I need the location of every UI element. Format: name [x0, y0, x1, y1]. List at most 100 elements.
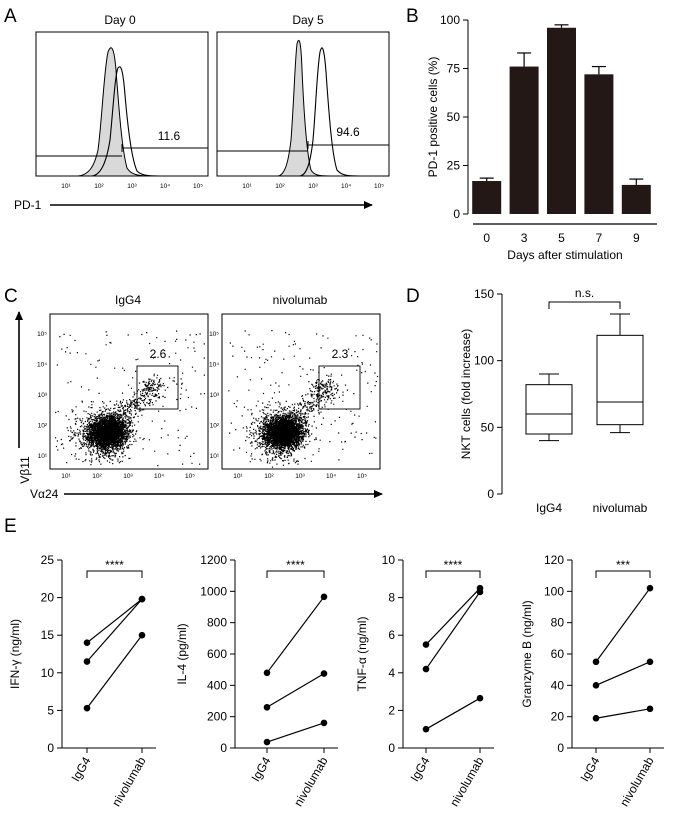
hist-tick-label: 10⁵ [374, 183, 384, 190]
y-tick-label: 2 [388, 703, 395, 717]
x-tick-label: nivolumab [109, 754, 149, 809]
box [525, 384, 573, 435]
y-tick-label: 10 [382, 553, 396, 567]
y-tick-label: 8 [388, 591, 395, 605]
significance-label: **** [286, 558, 305, 572]
paired-line [425, 587, 481, 646]
panel-letter-e: E [4, 516, 17, 537]
y-axis-label: PD-1 positive cells (%) [426, 57, 440, 178]
data-point-igg4 [592, 658, 600, 666]
gate-value-day0: 11.6 [158, 129, 181, 143]
data-point-nivolumab [646, 658, 654, 666]
significance-bracket [425, 570, 481, 578]
dot-x-tick-label: 10² [264, 473, 274, 480]
data-point-igg4 [592, 714, 600, 722]
hist-tick-label: 10⁵ [193, 183, 203, 190]
paired-line [266, 673, 325, 708]
panel-a: Day 0 Day 5 11.6 94.6 10¹ 10² 10³ 10⁴ 10⁵ 10¹… [14, 13, 390, 212]
data-point-igg4 [263, 703, 271, 711]
hist-tick-label: 10⁴ [160, 183, 170, 190]
data-point-igg4 [592, 682, 600, 689]
x-axis-label: Days after stimulation [507, 248, 622, 262]
dot-scatter [228, 330, 379, 468]
y-tick-label: 0 [388, 741, 395, 755]
y-tick-label: 800 [207, 616, 227, 630]
dot-y-tick-label: 10⁴ [209, 362, 219, 369]
y-tick-label: 150 [474, 287, 494, 301]
x-tick-label: IgG4 [536, 501, 562, 515]
y-tick-label: 400 [207, 678, 227, 692]
data-point-igg4 [422, 641, 430, 648]
axis-label-vb11: Vβ11 [18, 456, 32, 484]
hist-tick-label: 10⁴ [341, 183, 351, 190]
significance-label: **** [444, 558, 463, 572]
bar-chart-pd1: 0 25 50 75 100 0 3 5 7 9 Days after stimulation PD-… [426, 13, 657, 262]
bar [547, 27, 576, 215]
gate-value-nivolumab: 2.3 [332, 347, 349, 361]
hist-tick-label: 10¹ [242, 183, 252, 190]
bar [621, 184, 651, 214]
dot-x-tick-label: 10⁴ [154, 473, 164, 480]
dot-frame-igg4 [49, 313, 209, 470]
dot-cloud-igg4 [55, 330, 205, 467]
y-axis-label: NKT cells (fold increase) [459, 329, 473, 460]
dot-frame-nivolumab [221, 313, 381, 470]
nkt-gate-nivolumab [318, 365, 361, 410]
y-tick-label: 10 [41, 666, 55, 680]
paired-chart-il4: 0 200 400 600 800 1000 1200 IgG4 nivolumab **** IL… [175, 553, 338, 809]
bar [509, 66, 539, 214]
x-tick-label: nivolumab [617, 754, 657, 809]
hist-tick-label: 10³ [127, 183, 137, 190]
panel-letter-d: D [406, 286, 420, 307]
y-tick-label: 75 [447, 62, 461, 76]
dot-log-ticks: 10¹ 10¹ 10² 10² 10³ 10³ 10⁴ 10⁴ 10⁵ 10⁵ 10¹ 10¹ 10² 1… [37, 331, 367, 480]
y-tick-label: 0 [453, 207, 460, 221]
y-tick-label: 20 [41, 591, 55, 605]
x-tick-label: 5 [558, 231, 565, 245]
y-axis-label: TNF-α (ng/ml) [355, 617, 369, 692]
dot-x-tick-label: 10³ [295, 473, 305, 480]
data-point-nivolumab [476, 694, 484, 702]
hist-title-day5: Day 5 [292, 13, 324, 27]
y-tick-label: 1000 [200, 584, 227, 598]
paired-line [425, 697, 481, 730]
significance-bracket [266, 570, 325, 578]
y-tick-label: 0 [487, 487, 494, 501]
data-point-nivolumab [320, 670, 328, 677]
y-tick-label: 0 [557, 741, 564, 755]
data-point-igg4 [83, 704, 91, 712]
hist-stained-day0 [36, 66, 161, 177]
dot-x-tick-label: 10¹ [61, 473, 71, 480]
hist-stained-day5 [217, 47, 361, 177]
gate-value-igg4: 2.6 [150, 347, 167, 361]
x-tick-label: IgG4 [68, 754, 93, 784]
y-tick-label: 15 [41, 628, 55, 642]
x-tick-label: IgG4 [577, 754, 602, 784]
y-tick-label: 1200 [200, 553, 227, 567]
paired-line [86, 598, 143, 662]
bar [584, 74, 614, 214]
hist-tick-label: 10³ [308, 183, 318, 190]
significance-bracket [548, 301, 621, 309]
data-point-nivolumab [138, 631, 146, 639]
y-tick-label: 60 [551, 647, 565, 661]
data-point-igg4 [263, 669, 271, 677]
data-point-igg4 [422, 665, 430, 673]
y-tick-label: 20 [551, 710, 565, 724]
y-axis-label: Granzyme B (ng/ml) [520, 600, 534, 707]
axis-label-pd1: PD-1 [14, 198, 42, 212]
paired-chart-granzyme: 0 20 40 60 80 100 120 IgG4 nivolumab *** Granzyme … [520, 553, 664, 809]
data-point-nivolumab [320, 719, 328, 727]
hist-title-day0: Day 0 [104, 13, 136, 27]
panel-c: IgG4 nivolumab 2.6 2.3 10¹10¹10²10²10³10… [15, 293, 383, 501]
dot-title-igg4: IgG4 [115, 293, 141, 307]
data-point-igg4 [83, 639, 91, 647]
significance-label: **** [105, 558, 124, 572]
dot-y-tick-label: 10⁴ [37, 362, 47, 369]
gate-value-day5: 94.6 [336, 125, 360, 139]
dot-y-tick-label: 10³ [210, 392, 220, 399]
y-tick-label: 25 [41, 553, 55, 567]
x-tick-label: nivolumab [291, 754, 331, 809]
y-tick-label: 6 [388, 628, 395, 642]
